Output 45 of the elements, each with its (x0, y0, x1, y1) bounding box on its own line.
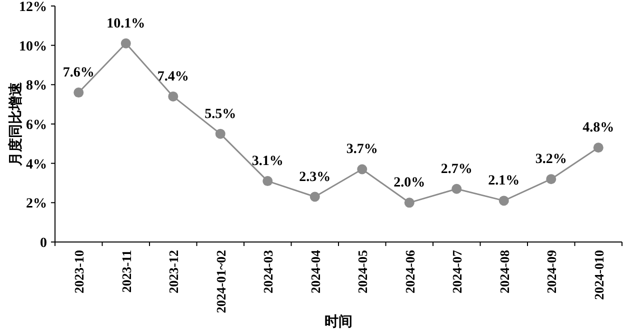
x-tick-label: 2024-04 (308, 250, 323, 294)
data-label: 5.5% (204, 106, 236, 122)
data-label: 4.8% (582, 120, 614, 136)
point (74, 88, 84, 98)
x-tick-label: 2024-03 (260, 250, 276, 294)
y-tick-label: 2% (26, 196, 47, 212)
data-label: 7.4% (157, 69, 189, 84)
y-tick-label: 0 (40, 236, 47, 251)
data-label: 3.2% (535, 152, 567, 168)
x-tick-label: 2023-12 (166, 250, 182, 294)
point (452, 184, 462, 194)
y-tick-label: 8% (26, 78, 47, 94)
x-tick-label: 2024-01~02 (213, 250, 228, 314)
x-tick-label: 2024-05 (355, 250, 370, 294)
data-label: 2.0% (394, 176, 426, 191)
y-tick-label: 4% (26, 157, 47, 172)
y-tick-label: 6% (26, 118, 47, 133)
point (215, 128, 226, 139)
data-label: 10.1% (106, 16, 146, 32)
y-axis-title: 月度同比增速 (7, 81, 24, 167)
point (262, 176, 273, 186)
data-label: 7.6% (62, 66, 94, 81)
data-label: 3.1% (252, 154, 284, 170)
data-label: 2.1% (488, 174, 520, 189)
x-tick-label: 2024-06 (402, 250, 418, 294)
point (546, 174, 556, 184)
x-tick-label: 2024-07 (450, 250, 465, 294)
y-tick-label: 10% (19, 39, 47, 54)
point (498, 196, 509, 206)
x-tick-label: 2024-08 (496, 250, 512, 294)
data-label: 3.7% (346, 142, 378, 158)
point (310, 192, 320, 202)
point (404, 198, 414, 208)
x-tick-label: 2023-11 (118, 250, 134, 293)
x-tick-label: 2023-10 (72, 250, 87, 294)
x-axis-title: 时间 (324, 314, 352, 330)
point (357, 164, 368, 174)
point (120, 38, 131, 48)
x-tick-label: 2024-09 (544, 250, 560, 294)
data-label: 2.3% (299, 170, 331, 185)
x-tick-label: 2024-010 (591, 250, 606, 300)
point (168, 91, 178, 102)
data-label: 2.7% (440, 162, 472, 177)
point (593, 142, 604, 153)
y-tick-label: 12% (19, 0, 47, 15)
